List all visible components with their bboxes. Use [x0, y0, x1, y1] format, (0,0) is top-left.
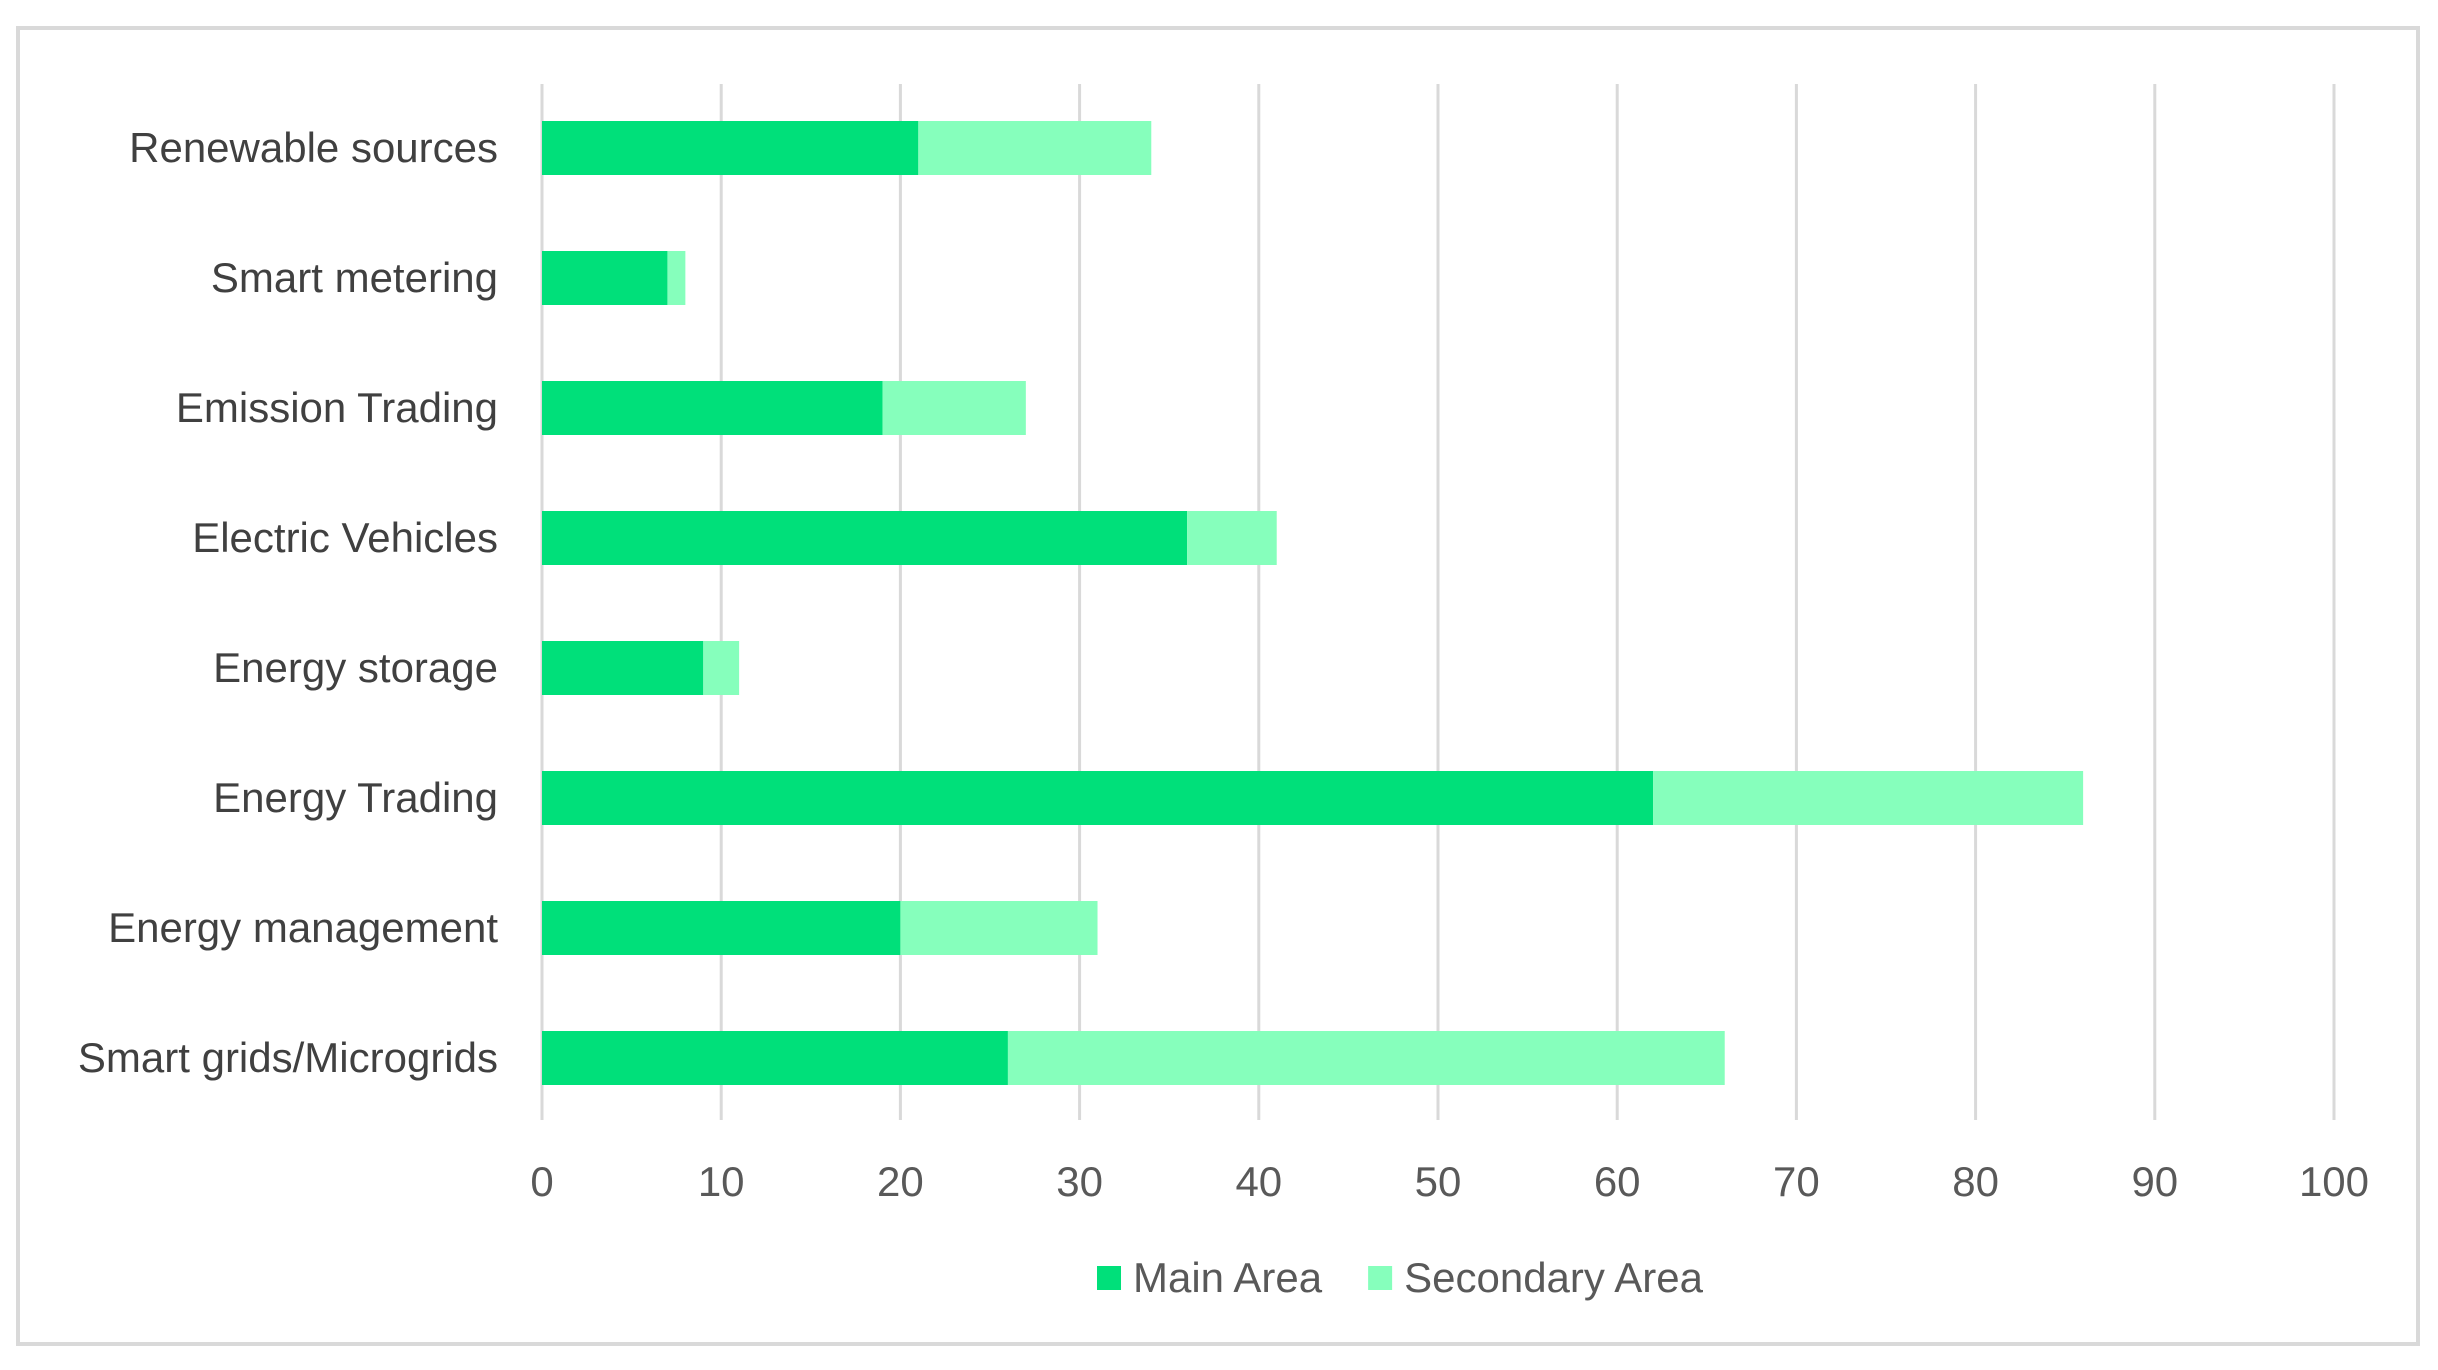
x-tick-label: 0	[530, 1158, 553, 1205]
x-tick-label: 100	[2299, 1158, 2369, 1205]
category-label: Emission Trading	[176, 384, 498, 431]
bar-secondary-area-6	[900, 901, 1098, 955]
bar-secondary-area-5	[1653, 771, 2084, 825]
bar-main-area-2	[542, 381, 883, 435]
chart-frame	[16, 26, 2420, 1346]
category-label: Energy storage	[213, 644, 498, 691]
x-tick-label: 20	[877, 1158, 924, 1205]
x-tick-label: 10	[698, 1158, 745, 1205]
x-tick-label: 50	[1415, 1158, 1462, 1205]
x-tick-label: 30	[1056, 1158, 1103, 1205]
category-label: Energy Trading	[213, 774, 498, 821]
bar-secondary-area-4	[703, 641, 740, 695]
category-label: Energy management	[108, 904, 498, 951]
bar-main-area-6	[542, 901, 901, 955]
x-tick-label: 70	[1773, 1158, 1820, 1205]
gridlines	[540, 84, 2336, 1120]
legend-label-main-area: Main Area	[1133, 1254, 1323, 1301]
category-label: Renewable sources	[129, 124, 498, 171]
category-labels: Renewable sources Smart metering Emission …	[78, 124, 498, 1081]
x-tick-label: 60	[1594, 1158, 1641, 1205]
category-label: Smart metering	[211, 254, 498, 301]
bar-main-area-4	[542, 641, 704, 695]
bar-secondary-area-1	[667, 251, 686, 305]
bar-secondary-area-0	[918, 121, 1152, 175]
bar-main-area-1	[542, 251, 668, 305]
bar-main-area-7	[542, 1031, 1008, 1085]
x-axis-tick-labels: 0 10 20 30 40 50 60 70 80 90 100	[530, 1158, 2369, 1205]
category-label: Electric Vehicles	[192, 514, 498, 561]
category-label: Smart grids/Microgrids	[78, 1034, 498, 1081]
bar-secondary-area-2	[882, 381, 1026, 435]
legend-swatch-secondary-area	[1368, 1266, 1393, 1290]
legend: Main Area Secondary Area	[1097, 1254, 1704, 1301]
x-tick-label: 40	[1235, 1158, 1282, 1205]
legend-swatch-main-area	[1097, 1266, 1122, 1290]
bars	[542, 121, 2084, 1085]
bar-secondary-area-3	[1187, 511, 1277, 565]
bar-main-area-3	[542, 511, 1188, 565]
legend-label-secondary-area: Secondary Area	[1404, 1254, 1704, 1301]
x-tick-label: 80	[1952, 1158, 1999, 1205]
x-tick-label: 90	[2131, 1158, 2178, 1205]
bar-main-area-0	[542, 121, 919, 175]
bar-main-area-5	[542, 771, 1654, 825]
bar-secondary-area-7	[1007, 1031, 1725, 1085]
